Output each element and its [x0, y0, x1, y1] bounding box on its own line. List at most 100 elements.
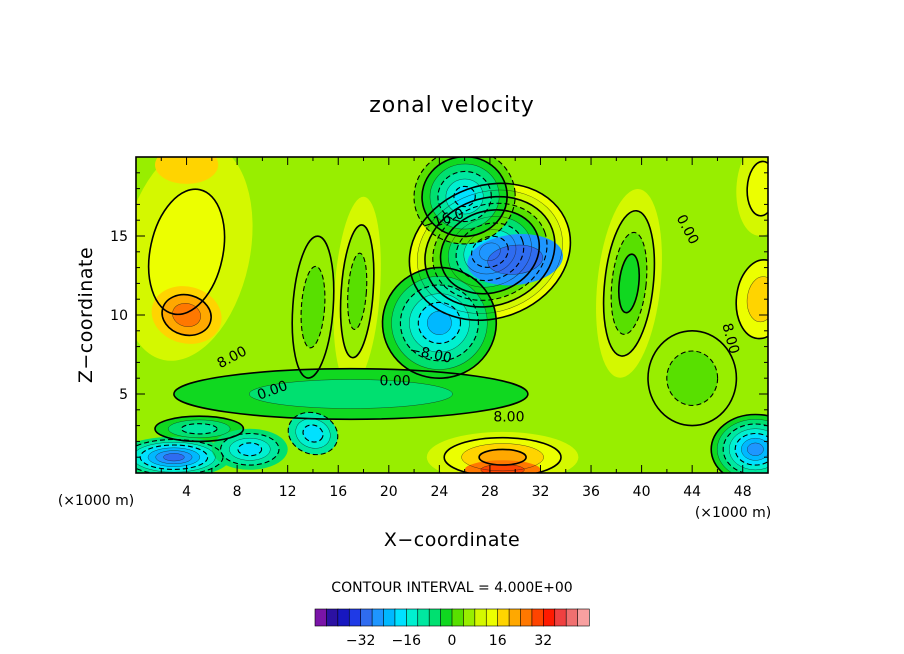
contour-line — [136, 438, 224, 473]
contour-fill-region — [249, 379, 453, 409]
x-tick-label: 44 — [683, 484, 701, 500]
contour-line — [399, 284, 479, 362]
colorbar-swatch — [326, 608, 339, 627]
contour-line — [287, 411, 339, 456]
contour-line — [173, 367, 529, 421]
y-axis-label: Z−coordinate — [75, 247, 97, 383]
y-tick-label: 10 — [110, 308, 128, 324]
contour-line — [220, 432, 280, 466]
colorbar-swatch — [451, 608, 465, 627]
chart-title: zonal velocity — [369, 93, 535, 118]
contour-fill-region — [303, 424, 323, 443]
x-tick-label: 8 — [233, 484, 242, 500]
contour-line-thin — [155, 450, 193, 465]
colorbar-swatch — [337, 608, 350, 627]
x-tick-label: 28 — [481, 484, 499, 500]
x-axis-ticks: 4 8 12 16 20 24 28 32 36 40 44 48 — [160, 157, 752, 500]
contour-fill-region — [427, 311, 452, 335]
contour-line — [154, 415, 245, 443]
contour-fill-region — [487, 244, 543, 275]
colorbar-swatch — [520, 608, 533, 627]
contour-line — [180, 423, 218, 435]
colorbar-swatch — [383, 608, 396, 627]
colorbar-swatch — [348, 608, 362, 627]
colorbar-swatch — [428, 608, 442, 627]
contour-line — [408, 182, 572, 322]
y-axis-ticks: 5 10 15 — [110, 172, 768, 458]
contour-line — [735, 259, 768, 340]
contour-line — [443, 436, 562, 473]
colorbar-swatch — [440, 608, 453, 627]
contour-line-thin — [409, 293, 470, 353]
contour-line — [300, 265, 326, 349]
contour-fills — [136, 157, 768, 473]
contour-line — [437, 170, 492, 223]
contour-line — [432, 202, 548, 301]
contour-line-thin — [480, 464, 525, 473]
colorbar-swatch — [371, 608, 385, 627]
contour-fill-region — [666, 351, 718, 406]
contour-line — [417, 301, 462, 344]
contour-line-thin — [429, 163, 500, 230]
colorbar-swatch — [314, 608, 328, 627]
contour-fill-region — [747, 161, 768, 216]
x-tick-label: 20 — [380, 484, 398, 500]
contour-line-thin — [147, 447, 201, 467]
contour-line-thin — [427, 310, 452, 335]
contour-line — [147, 188, 226, 316]
x-unit-right: (×1000 m) — [695, 505, 771, 521]
plot-area: −16.0 0.008.00 −8.00 8.000.00 0.008.00 4 8 12 1… — [110, 156, 769, 500]
y-tick-label: 15 — [110, 229, 128, 245]
contour-line — [746, 160, 768, 217]
contour-line — [647, 330, 738, 427]
contour-line-thin — [716, 419, 768, 473]
contour-line — [734, 432, 768, 466]
contour-label: 8.00 — [493, 410, 524, 426]
contour-fill-region — [238, 442, 262, 456]
contour-line — [602, 209, 656, 357]
x-tick-label: 24 — [430, 484, 448, 500]
contour-line — [610, 231, 648, 335]
contour-line-thin — [479, 242, 501, 262]
contour-line — [237, 442, 263, 457]
contour-label: 8.00 — [718, 322, 742, 356]
colorbar-tick-label: 0 — [448, 633, 457, 649]
colorbar-swatch — [360, 608, 373, 627]
colorbar-swatch — [508, 608, 522, 627]
contour-line-thin — [741, 437, 768, 461]
colorbar-swatch — [577, 608, 590, 627]
contour-line — [722, 423, 768, 473]
colorbar-swatch — [554, 608, 567, 627]
contour-line — [347, 252, 368, 330]
colorbar-swatch — [394, 608, 407, 627]
contour-fill-region — [148, 189, 225, 315]
x-unit-left: (×1000 m) — [58, 493, 134, 509]
contour-line-thin — [445, 178, 484, 215]
contour-lines — [136, 157, 768, 473]
contour-line-thin — [248, 379, 453, 409]
contour-line — [471, 235, 509, 268]
contour-line-thin — [728, 428, 768, 471]
contour-line-thin — [167, 419, 231, 438]
x-axis-label: X−coordinate — [384, 529, 520, 551]
colorbar-swatch — [497, 608, 510, 627]
x-tick-label: 48 — [734, 484, 752, 500]
x-tick-label: 4 — [182, 484, 191, 500]
colorbar-swatch — [417, 608, 430, 627]
contour-line-thin — [295, 418, 331, 449]
contour-line — [381, 266, 498, 380]
contour-line — [617, 253, 641, 314]
colorbar-tick-label: 32 — [534, 633, 552, 649]
x-tick-label: 40 — [633, 484, 651, 500]
contour-fill-region — [347, 253, 367, 330]
x-tick-label: 16 — [329, 484, 347, 500]
contour-line — [424, 195, 556, 308]
contour-line — [666, 350, 719, 406]
contour-line-thin — [487, 244, 543, 275]
contour-line-thin — [746, 276, 768, 323]
colorbar-swatch — [463, 608, 476, 627]
contour-line — [339, 224, 375, 359]
colorbar-tick-label: −16 — [392, 633, 422, 649]
contour-fill-region — [747, 442, 764, 456]
